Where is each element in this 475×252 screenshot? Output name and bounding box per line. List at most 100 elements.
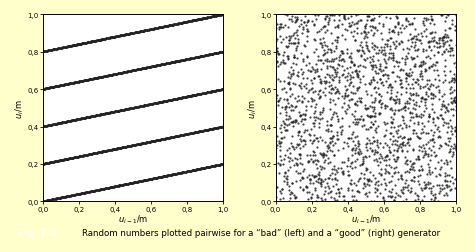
Point xyxy=(57,196,64,200)
Point xyxy=(323,144,330,148)
Point xyxy=(286,116,294,120)
Point xyxy=(171,98,179,102)
Point xyxy=(328,86,336,90)
Point xyxy=(89,77,97,81)
Point xyxy=(184,95,191,99)
Point xyxy=(287,104,294,108)
Point xyxy=(422,131,430,135)
Point xyxy=(153,101,161,105)
Point xyxy=(144,66,152,70)
Point xyxy=(344,93,352,97)
Point xyxy=(43,49,51,53)
Point xyxy=(174,134,182,138)
Point xyxy=(157,175,164,179)
Point xyxy=(138,104,146,108)
Point xyxy=(108,111,115,115)
Point xyxy=(150,139,158,143)
Point xyxy=(388,125,395,129)
Point xyxy=(48,48,56,52)
Point xyxy=(211,89,219,93)
Point xyxy=(81,191,89,195)
Point xyxy=(190,56,198,60)
Point xyxy=(127,181,134,185)
Point xyxy=(194,93,202,97)
Point xyxy=(40,125,48,129)
Point xyxy=(312,115,319,119)
Point xyxy=(125,33,133,37)
Point xyxy=(351,194,358,198)
Point xyxy=(309,91,316,95)
Point xyxy=(298,176,306,180)
Point xyxy=(387,132,394,136)
Point xyxy=(95,39,103,43)
Point xyxy=(363,47,371,51)
Point xyxy=(137,179,145,183)
Point xyxy=(447,187,455,191)
Point xyxy=(321,17,329,21)
Point xyxy=(219,50,227,54)
Point xyxy=(106,185,114,190)
Point xyxy=(139,179,146,183)
Point xyxy=(338,125,345,129)
Point xyxy=(89,152,97,156)
Point xyxy=(88,40,96,44)
Point xyxy=(387,57,394,61)
Point xyxy=(138,179,146,183)
Point xyxy=(358,54,365,58)
Point xyxy=(160,174,168,178)
Point xyxy=(440,105,448,109)
Point xyxy=(89,40,97,44)
Point xyxy=(152,176,160,180)
Point xyxy=(148,102,155,106)
Point xyxy=(140,67,147,71)
Point xyxy=(364,114,372,118)
Point xyxy=(111,110,118,114)
Point xyxy=(416,86,424,90)
Point xyxy=(420,153,428,158)
Point xyxy=(298,32,306,36)
Point xyxy=(118,34,125,38)
Point xyxy=(62,46,70,50)
Point xyxy=(310,111,318,115)
Point xyxy=(57,121,64,125)
Point xyxy=(174,60,181,64)
Point xyxy=(451,78,459,82)
Point xyxy=(135,180,143,184)
Point xyxy=(431,124,439,128)
Point xyxy=(125,182,133,186)
Point xyxy=(127,32,135,36)
Point xyxy=(42,124,50,128)
Point xyxy=(164,136,172,140)
Point xyxy=(330,196,338,200)
Point xyxy=(215,126,223,130)
Point xyxy=(72,81,79,85)
Point xyxy=(407,93,415,98)
Point xyxy=(72,193,80,197)
Point xyxy=(188,19,196,23)
Point xyxy=(290,148,297,152)
Point xyxy=(84,115,92,119)
Point xyxy=(210,164,218,168)
Point xyxy=(356,86,363,90)
Point xyxy=(205,165,213,169)
Point xyxy=(376,68,383,72)
Point xyxy=(350,115,358,119)
Point xyxy=(63,157,71,161)
Point xyxy=(118,71,125,75)
Point xyxy=(146,66,154,70)
Point xyxy=(381,171,389,175)
Point xyxy=(363,142,371,146)
Point xyxy=(390,98,398,102)
Point xyxy=(162,25,170,29)
Point xyxy=(424,153,432,157)
Point xyxy=(218,51,226,55)
Point xyxy=(58,196,66,200)
Point xyxy=(434,199,442,203)
Point xyxy=(294,171,302,175)
Point xyxy=(166,61,174,65)
Point xyxy=(314,195,322,199)
Point xyxy=(56,159,63,163)
Point xyxy=(282,91,290,95)
Point xyxy=(79,154,86,158)
Point xyxy=(306,154,314,158)
